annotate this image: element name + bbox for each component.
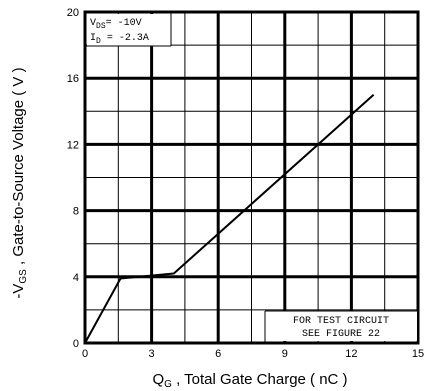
y-tick-label: 12 [67,139,79,151]
note-text: SEE FIGURE 22 [302,329,380,340]
y-tick-labels: 0 4 8 12 16 20 [67,7,79,350]
conditions-annotation: VDS= -10V ID = -2.3A [85,12,172,47]
plot-border [83,10,420,345]
test-circuit-annotation: FOR TEST CIRCUIT SEE FIGURE 22 [264,310,418,343]
y-tick-label: 8 [73,206,79,218]
x-tick-label: 3 [149,348,155,360]
plot-frame [83,10,420,345]
x-tick-label: 9 [282,348,288,360]
y-tick-label: 0 [73,338,79,350]
y-axis-title: -VGS , Gate-to-Source Voltage ( V ) [10,67,29,298]
series-line [84,94,375,344]
condition-text: ID = -2.3A [90,33,149,46]
x-tick-label: 12 [345,348,357,360]
note-text: FOR TEST CIRCUIT [293,316,389,327]
x-tick-labels: 0 3 6 9 12 15 [82,348,424,360]
minor-grid [84,11,419,344]
x-tick-label: 6 [215,348,221,360]
note-background [265,311,417,341]
x-tick-label: 0 [82,348,88,360]
y-tick-label: 16 [67,73,79,85]
x-axis-title: QG , Total Gate Charge ( nC ) [152,371,347,390]
condition-text: VDS= -10V [90,18,142,31]
conditions-background [87,14,171,46]
y-tick-label: 4 [73,272,79,284]
x-tick-label: 15 [412,348,424,360]
y-tick-label: 20 [67,7,79,19]
series-layer [84,94,375,344]
